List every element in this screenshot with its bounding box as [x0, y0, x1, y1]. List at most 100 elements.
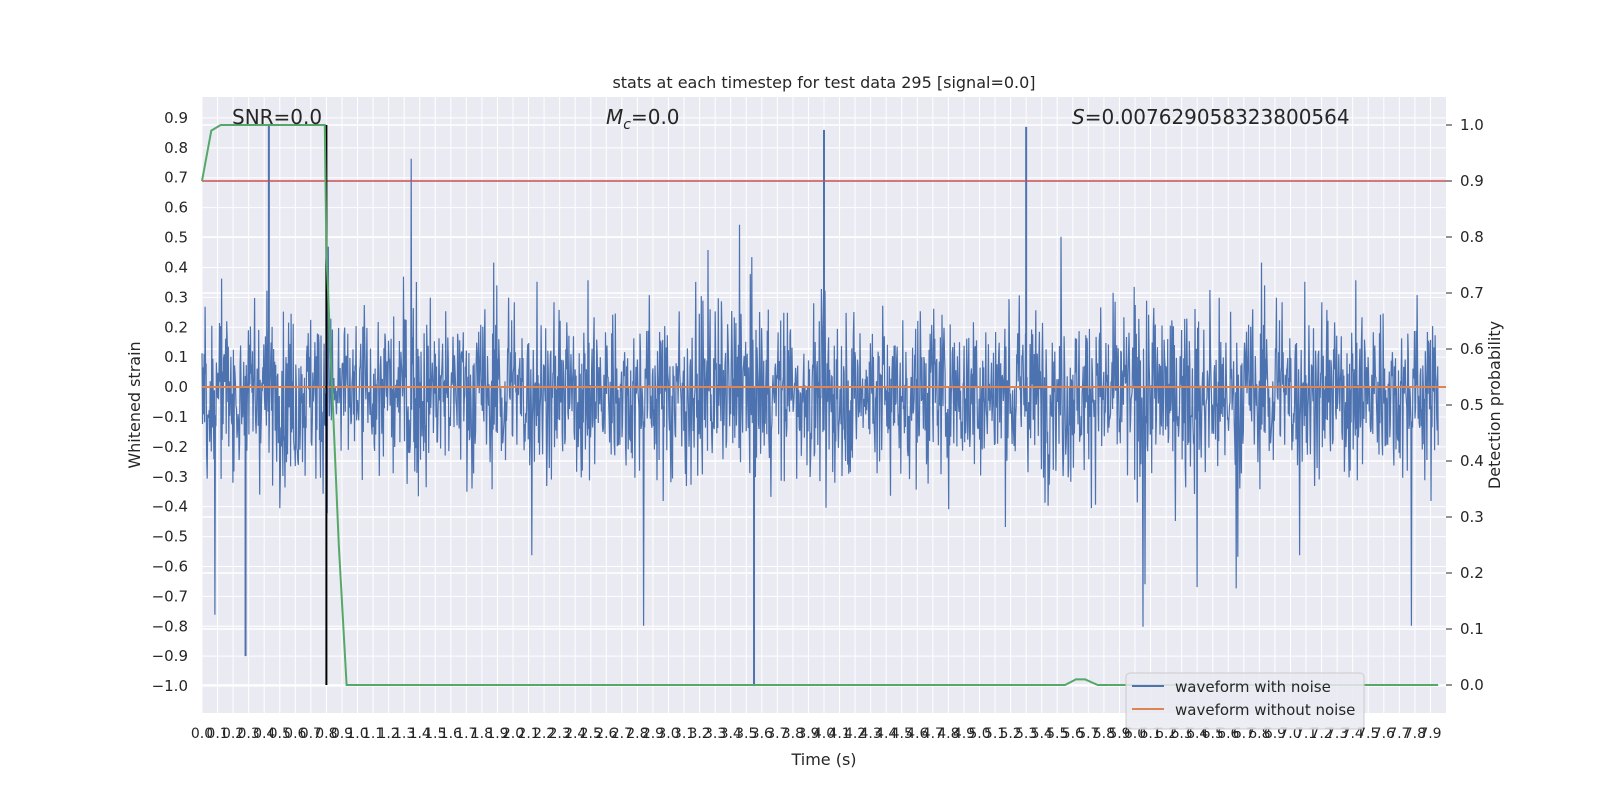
- x-tick-label: 7.5: [1357, 726, 1379, 742]
- y-tick-label-left: −0.2: [152, 438, 188, 456]
- chirp-mass-subscript: c: [623, 117, 631, 133]
- x-axis-ticks: 0.00.10.20.30.40.50.60.70.80.91.01.11.21…: [191, 726, 1442, 742]
- y-tick-label-right: 0.6: [1460, 340, 1484, 358]
- x-tick-label: 0.7: [300, 726, 322, 742]
- chirp-mass-annotation: Mc=0.0: [606, 105, 680, 133]
- legend-label-noise: waveform with noise: [1175, 678, 1331, 696]
- x-tick-label: 3.6: [751, 726, 773, 742]
- x-tick-label: 5.0: [968, 726, 990, 742]
- y-tick-label-left: 0.8: [164, 139, 188, 157]
- y-tick-label-left: 0.0: [164, 378, 188, 396]
- y-axis-left-label: Whitened strain: [125, 341, 144, 468]
- chart-title: stats at each timestep for test data 295…: [612, 73, 1035, 92]
- x-tick-label: 7.8: [1404, 726, 1426, 742]
- legend-label-clean: waveform without noise: [1175, 701, 1355, 719]
- x-tick-label: 7.7: [1388, 726, 1410, 742]
- y-tick-label-right: 1.0: [1460, 116, 1484, 134]
- x-tick-label: 0.1: [206, 726, 228, 742]
- y-tick-label-left: 0.5: [164, 229, 188, 247]
- x-tick-label: 0.4: [253, 726, 275, 742]
- x-tick-label: 4.6: [906, 726, 928, 742]
- x-tick-label: 5.5: [1046, 726, 1068, 742]
- y-axis-left-ticks: 0.9 0.8 0.7 0.6 0.5 0.4 0.3 0.2 0.1 0.0 −0.1 −0.2 −0…: [152, 109, 188, 695]
- s-annotation: S=0.007629058323800564: [1072, 105, 1350, 129]
- x-tick-label: 6.9: [1264, 726, 1286, 742]
- x-tick-label: 2.4: [564, 726, 586, 742]
- x-tick-label: 1.9: [486, 726, 508, 742]
- x-tick-label: 1.0: [346, 726, 368, 742]
- y-tick-label-left: −0.7: [152, 587, 188, 605]
- x-tick-label: 0.9: [331, 726, 353, 742]
- y-tick-label-left: −0.1: [152, 408, 188, 426]
- x-tick-label: 0.8: [315, 726, 337, 742]
- x-axis-label: Time (s): [790, 750, 856, 769]
- x-tick-label: 6.6: [1217, 726, 1239, 742]
- x-tick-label: 3.9: [797, 726, 819, 742]
- y-tick-label-right: 0.3: [1460, 508, 1484, 526]
- x-tick-label: 3.4: [720, 726, 742, 742]
- y-tick-label-right: 0.7: [1460, 284, 1484, 302]
- y-tick-label-right: 0.9: [1460, 172, 1484, 190]
- x-tick-label: 7.0: [1279, 726, 1301, 742]
- x-tick-label: 2.3: [549, 726, 571, 742]
- x-tick-label: 4.3: [860, 726, 882, 742]
- y-tick-label-right: 0.0: [1460, 676, 1484, 694]
- x-tick-label: 5.1: [984, 726, 1006, 742]
- x-tick-label: 3.2: [688, 726, 710, 742]
- x-tick-label: 6.7: [1233, 726, 1255, 742]
- y-tick-label-right: 0.4: [1460, 452, 1484, 470]
- x-tick-label: 3.3: [704, 726, 726, 742]
- x-tick-label: 5.2: [999, 726, 1021, 742]
- x-tick-label: 2.6: [595, 726, 617, 742]
- chirp-mass-symbol: M: [606, 105, 623, 129]
- x-tick-label: 5.4: [1031, 726, 1053, 742]
- x-tick-label: 6.8: [1248, 726, 1270, 742]
- y-tick-label-left: −0.3: [152, 468, 188, 486]
- x-tick-label: 1.2: [377, 726, 399, 742]
- x-tick-label: 3.0: [657, 726, 679, 742]
- x-tick-label: 3.8: [782, 726, 804, 742]
- s-symbol: S: [1072, 105, 1085, 129]
- x-tick-label: 2.2: [533, 726, 555, 742]
- x-tick-label: 2.0: [502, 726, 524, 742]
- x-tick-label: 6.1: [1139, 726, 1161, 742]
- y-tick-label-left: 0.9: [164, 109, 188, 127]
- x-tick-label: 0.0: [191, 726, 213, 742]
- x-tick-label: 1.1: [362, 726, 384, 742]
- x-tick-label: 1.7: [455, 726, 477, 742]
- y-tick-label-left: −0.8: [152, 617, 188, 635]
- x-tick-label: 2.9: [642, 726, 664, 742]
- y-tick-label-left: −0.5: [152, 528, 188, 546]
- x-tick-label: 4.0: [813, 726, 835, 742]
- y-tick-label-left: −0.9: [152, 647, 188, 665]
- x-tick-label: 5.9: [1108, 726, 1130, 742]
- x-tick-label: 6.4: [1186, 726, 1208, 742]
- y-tick-label-left: 0.6: [164, 199, 188, 217]
- legend-box: [1125, 672, 1365, 730]
- x-tick-label: 0.3: [238, 726, 260, 742]
- x-tick-label: 4.5: [891, 726, 913, 742]
- y-tick-label-left: 0.2: [164, 318, 188, 336]
- y-tick-label-left: 0.4: [164, 258, 188, 276]
- chirp-mass-value: =0.0: [631, 105, 680, 129]
- y-tick-label-left: −0.4: [152, 498, 188, 516]
- y-axis-right-label: Detection probability: [1485, 321, 1504, 489]
- x-tick-label: 4.1: [828, 726, 850, 742]
- x-tick-label: 2.5: [580, 726, 602, 742]
- x-tick-label: 7.1: [1295, 726, 1317, 742]
- x-tick-label: 7.6: [1373, 726, 1395, 742]
- x-tick-label: 0.6: [284, 726, 306, 742]
- x-tick-label: 5.3: [1015, 726, 1037, 742]
- x-tick-label: 7.9: [1419, 726, 1441, 742]
- x-tick-label: 7.2: [1310, 726, 1332, 742]
- x-tick-label: 1.4: [409, 726, 431, 742]
- x-tick-label: 5.6: [1062, 726, 1084, 742]
- x-tick-label: 1.8: [471, 726, 493, 742]
- series-waveform-with-noise: [201, 123, 1439, 687]
- noise-waveform-line: [201, 158, 1439, 627]
- y-tick-label-right: 0.2: [1460, 564, 1484, 582]
- y-tick-label-right: 0.5: [1460, 396, 1484, 414]
- y-tick-label-right: 0.1: [1460, 620, 1484, 638]
- x-tick-label: 4.8: [937, 726, 959, 742]
